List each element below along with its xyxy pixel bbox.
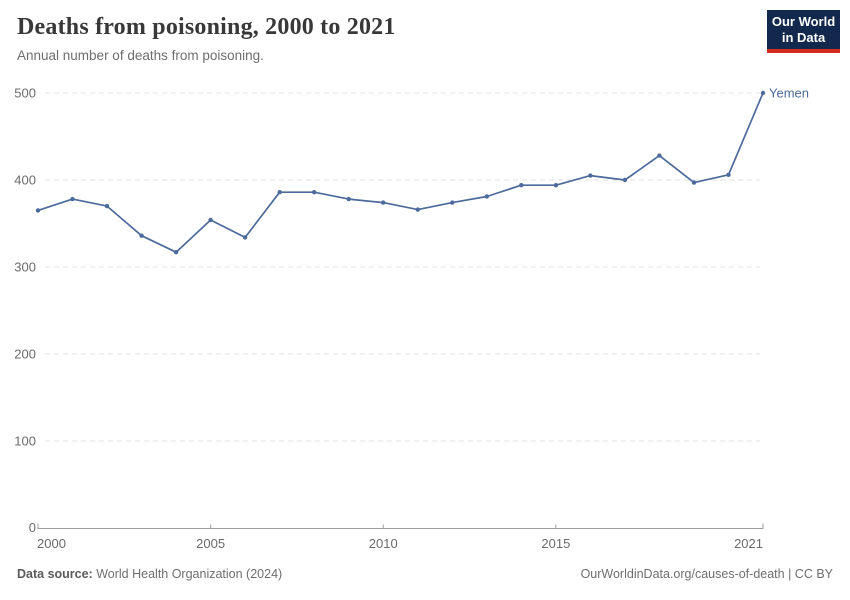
data-point-2019[interactable]	[691, 180, 697, 185]
y-axis-tick-label: 200	[14, 347, 36, 362]
data-point-2007[interactable]	[277, 190, 282, 195]
line-chart[interactable]: 0 100 200 300 400 500 2000 2005 2010 2015 2021 Yeme…	[0, 78, 850, 560]
data-point-2012[interactable]	[450, 200, 455, 205]
y-axis-tick-label: 300	[14, 260, 36, 275]
data-point-2002[interactable]	[104, 203, 110, 209]
data-point-2003[interactable]	[139, 233, 144, 238]
y-axis-tick-label: 500	[14, 86, 36, 101]
data-point-2000[interactable]	[35, 208, 41, 213]
data-point-2001[interactable]	[70, 196, 75, 202]
x-axis-tick-label: 2000	[37, 536, 66, 551]
owid-logo: Our World in Data	[767, 10, 840, 53]
data-point-2018[interactable]	[657, 153, 662, 158]
data-point-2017[interactable]	[622, 177, 628, 183]
x-axis-tick-label: 2021	[734, 536, 763, 551]
data-point-2015[interactable]	[553, 183, 559, 188]
x-axis-tick-label: 2005	[196, 536, 225, 551]
owid-logo-line1: Our World	[771, 14, 836, 29]
data-source-value: World Health Organization (2024)	[96, 567, 283, 581]
series-end-label[interactable]: Yemen	[769, 86, 809, 101]
data-point-2020[interactable]	[726, 172, 731, 177]
data-point-2013[interactable]	[484, 194, 489, 199]
data-point-2004[interactable]	[173, 250, 179, 255]
y-axis-tick-label: 400	[14, 173, 36, 188]
chart-footer: Data source: World Health Organization (…	[17, 567, 833, 581]
data-source-label: Data source:	[17, 567, 93, 581]
data-point-2006[interactable]	[242, 235, 248, 240]
y-axis-tick-label: 100	[14, 434, 36, 449]
x-axis-line	[37, 523, 764, 529]
x-axis-tick-label: 2015	[541, 536, 570, 551]
data-point-2016[interactable]	[588, 173, 593, 178]
data-point-2014[interactable]	[519, 183, 524, 188]
data-line-yemen[interactable]	[37, 92, 764, 254]
credit-link[interactable]: OurWorldinData.org/causes-of-death | CC …	[580, 567, 833, 581]
y-axis-tick-label: 0	[29, 520, 36, 535]
x-axis-tick-label: 2010	[369, 536, 398, 551]
data-point-2021[interactable]	[760, 90, 766, 96]
data-point-2008[interactable]	[312, 190, 317, 195]
chart-header: Deaths from poisoning, 2000 to 2021 Annu…	[0, 0, 850, 63]
owid-logo-line2: in Data	[781, 30, 826, 45]
data-source: Data source: World Health Organization (…	[17, 567, 282, 581]
data-point-2011[interactable]	[415, 207, 420, 212]
data-point-2010[interactable]	[381, 200, 386, 205]
page-title: Deaths from poisoning, 2000 to 2021	[17, 14, 396, 40]
data-point-2009[interactable]	[346, 196, 351, 202]
data-point-2005[interactable]	[208, 217, 213, 223]
chart-subtitle: Annual number of deaths from poisoning.	[17, 48, 264, 63]
